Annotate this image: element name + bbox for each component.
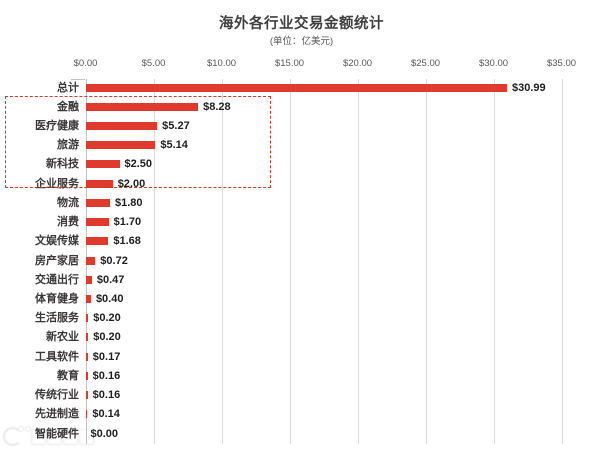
bar bbox=[85, 102, 199, 111]
category-label: 企业服务 bbox=[35, 177, 79, 190]
category-label: 旅游 bbox=[57, 139, 79, 152]
category-label: 物流 bbox=[57, 196, 79, 209]
bar bbox=[85, 391, 88, 400]
value-label: $0.40 bbox=[95, 293, 124, 306]
category-label: 先进制造 bbox=[35, 408, 79, 421]
bar bbox=[85, 122, 158, 131]
gridline bbox=[425, 79, 427, 444]
value-label: $1.68 bbox=[113, 235, 141, 248]
bar bbox=[85, 160, 120, 169]
value-label: $2.00 bbox=[117, 177, 146, 190]
value-label: $0.14 bbox=[92, 408, 120, 421]
category-label: 智能硬件 bbox=[35, 427, 79, 440]
bar bbox=[85, 256, 96, 265]
x-axis-tick-label: $25.00 bbox=[410, 58, 441, 69]
bar bbox=[85, 141, 156, 150]
category-label: 交通出行 bbox=[35, 273, 79, 286]
bar bbox=[85, 371, 88, 380]
category-label: 体育健身 bbox=[35, 293, 79, 306]
chart-subtitle: (单位：亿美元) bbox=[269, 36, 334, 47]
value-label: $2.50 bbox=[124, 158, 153, 171]
bar bbox=[85, 352, 88, 361]
value-label: $0.16 bbox=[92, 389, 121, 402]
category-label: 新科技 bbox=[46, 158, 79, 171]
value-label: $1.70 bbox=[113, 216, 142, 229]
category-label: 房产家居 bbox=[35, 254, 79, 267]
value-label: $5.27 bbox=[162, 120, 190, 133]
value-label: $30.99 bbox=[511, 81, 546, 94]
bar bbox=[85, 314, 89, 323]
gridline bbox=[357, 79, 359, 444]
chart-title: 海外各行业交易金额统计 bbox=[219, 16, 384, 32]
bar bbox=[85, 295, 91, 304]
category-label: 生活服务 bbox=[35, 312, 79, 325]
value-label: $0.20 bbox=[93, 312, 121, 325]
category-label: 教育 bbox=[57, 369, 79, 382]
value-label: $0.47 bbox=[96, 273, 125, 286]
value-label: $5.14 bbox=[160, 139, 188, 152]
x-axis-tick-label: $5.00 bbox=[141, 58, 166, 69]
value-label: $0.00 bbox=[90, 427, 119, 440]
category-label: 传统行业 bbox=[35, 389, 79, 402]
gridline bbox=[561, 79, 563, 444]
category-label: 医疗健康 bbox=[35, 120, 79, 133]
bar bbox=[85, 83, 507, 92]
category-label: 工具软件 bbox=[35, 350, 79, 363]
bar bbox=[85, 237, 109, 246]
x-axis-tick-label: $30.00 bbox=[478, 58, 509, 69]
x-axis-tick-label: $35.00 bbox=[546, 58, 577, 69]
gridline bbox=[221, 79, 223, 444]
gridline bbox=[289, 79, 291, 444]
bar bbox=[85, 198, 110, 207]
value-label: $8.28 bbox=[203, 100, 231, 113]
value-label: $0.20 bbox=[93, 331, 121, 344]
category-label: 总计 bbox=[57, 81, 79, 94]
value-label: $1.80 bbox=[114, 196, 143, 209]
gridline bbox=[153, 79, 155, 444]
bar bbox=[85, 218, 109, 227]
bar bbox=[85, 333, 89, 342]
x-axis-tick-label: $15.00 bbox=[274, 58, 305, 69]
value-label: $0.16 bbox=[92, 369, 121, 382]
x-axis-tick-label: $0.00 bbox=[73, 58, 98, 69]
x-axis-tick-label: $20.00 bbox=[342, 58, 373, 69]
bar bbox=[85, 275, 92, 284]
gridline bbox=[493, 79, 495, 444]
bar bbox=[85, 410, 88, 419]
axis-tick-mark bbox=[71, 79, 85, 80]
x-axis-tick-label: $10.00 bbox=[206, 58, 237, 69]
bar bbox=[85, 179, 113, 188]
category-label: 新农业 bbox=[46, 331, 79, 344]
category-label: 金融 bbox=[57, 100, 79, 113]
value-label: $0.17 bbox=[92, 350, 121, 363]
category-label: 文娱传媒 bbox=[35, 235, 79, 248]
value-label: $0.72 bbox=[100, 254, 128, 267]
category-label: 消费 bbox=[57, 216, 79, 229]
